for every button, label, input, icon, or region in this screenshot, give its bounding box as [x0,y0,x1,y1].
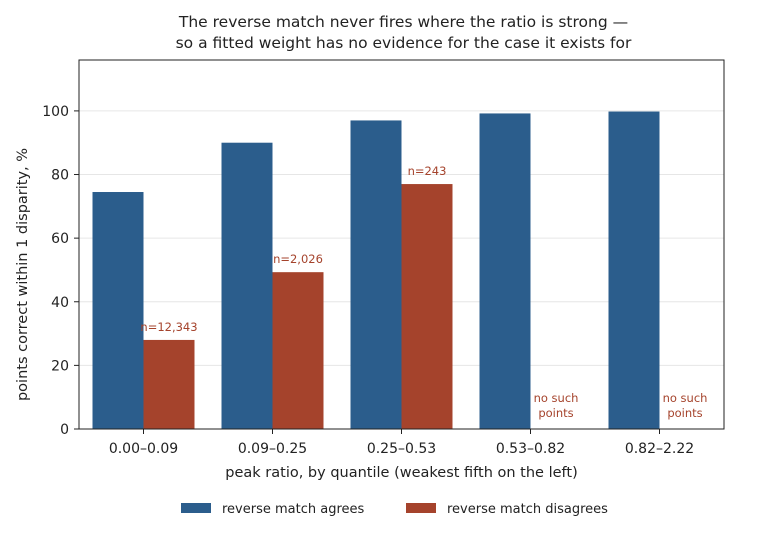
legend-label-disagrees: reverse match disagrees [447,502,608,517]
count-label: n=243 [408,164,447,178]
chart-title: The reverse match never fires where the … [176,13,632,52]
chart-title-line: so a fitted weight has no evidence for t… [176,34,632,52]
y-axis-label: points correct within 1 disparity, % [15,148,31,401]
no-points-label: no such [663,391,708,405]
legend-label-agrees: reverse match agrees [222,502,365,517]
bar-agrees [608,111,660,429]
bar-agrees [350,120,402,430]
no-points-label: points [667,406,702,420]
bars [92,111,660,430]
legend: reverse match agrees reverse match disagr… [181,502,608,517]
bar-agrees [221,142,273,429]
x-axis-label: peak ratio, by quantile (weakest fifth o… [225,465,577,481]
no-points-label: no such [534,391,579,405]
x-axis: 0.00–0.09 0.09–0.25 0.25–0.53 0.53–0.82 0.82… [109,429,694,457]
bar-disagrees [272,272,324,429]
y-tick-label: 60 [51,231,69,247]
x-tick-label: 0.53–0.82 [496,441,565,457]
x-tick-label: 0.09–0.25 [238,441,307,457]
y-tick-label: 80 [51,168,69,184]
y-tick-label: 100 [42,104,69,120]
y-tick-label: 20 [51,358,69,374]
count-label: n=2,026 [273,252,323,266]
bar-disagrees [143,339,195,429]
bar-agrees [479,113,531,429]
chart-title-line: The reverse match never fires where the … [178,13,628,31]
legend-swatch-agrees [181,503,211,513]
no-points-label: points [538,406,573,420]
y-axis: 0 20 40 60 80 100 [42,104,79,438]
legend-swatch-disagrees [406,503,436,513]
bar-agrees [92,192,144,429]
x-tick-label: 0.82–2.22 [625,441,694,457]
count-label: n=12,343 [140,320,197,334]
y-tick-label: 40 [51,295,69,311]
x-tick-label: 0.25–0.53 [367,441,436,457]
x-tick-label: 0.00–0.09 [109,441,178,457]
bar-disagrees [401,184,453,429]
y-tick-label: 0 [60,422,69,438]
